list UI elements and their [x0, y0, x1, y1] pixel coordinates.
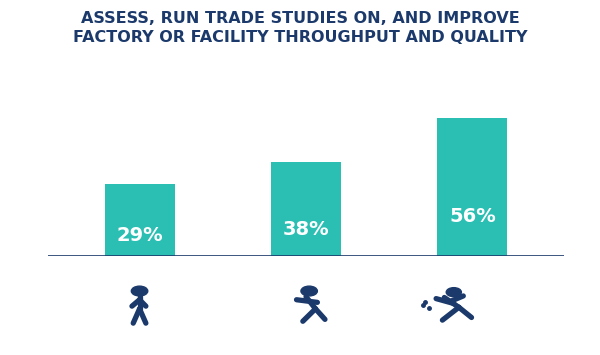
Bar: [437, 118, 508, 256]
Text: ASSESS, RUN TRADE STUDIES ON, AND IMPROVE
FACTORY OR FACILITY THROUGHPUT AND QUA: ASSESS, RUN TRADE STUDIES ON, AND IMPROV…: [73, 11, 527, 45]
Text: 56%: 56%: [449, 207, 496, 226]
Circle shape: [131, 286, 148, 296]
Text: 38%: 38%: [283, 220, 329, 239]
Bar: [104, 184, 175, 256]
Circle shape: [301, 286, 317, 296]
Circle shape: [446, 288, 461, 297]
Bar: [271, 162, 341, 256]
Text: 29%: 29%: [116, 226, 163, 245]
